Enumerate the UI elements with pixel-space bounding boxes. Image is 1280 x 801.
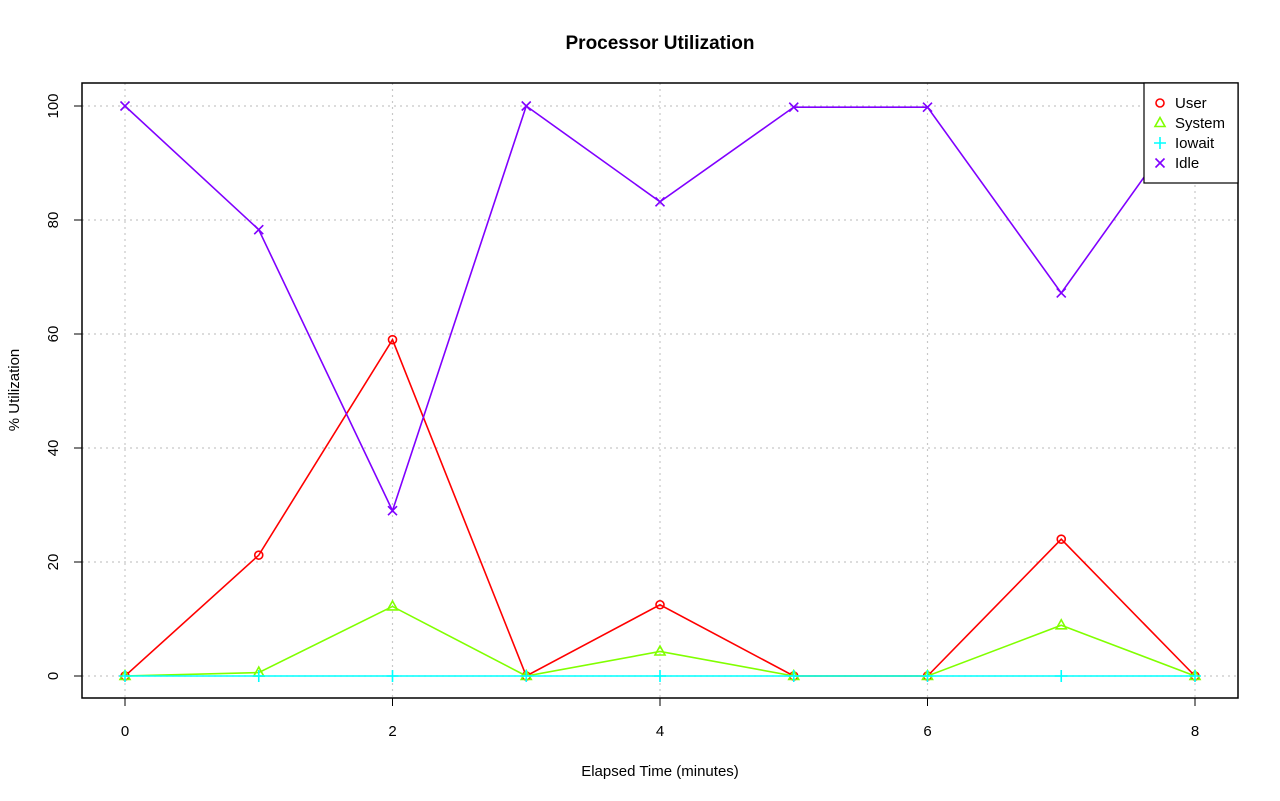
y-tick-label: 0 xyxy=(45,672,62,680)
system-data-point xyxy=(386,599,399,611)
y-tick-label: 100 xyxy=(45,93,62,118)
legend-label: Idle xyxy=(1175,155,1199,172)
y-tick-label: 60 xyxy=(45,326,62,343)
iowait-data-point xyxy=(1189,670,1201,682)
user-data-point xyxy=(1056,534,1067,545)
iowait-data-point xyxy=(119,670,131,682)
series-iowait xyxy=(119,670,1201,682)
x-axis-label: Elapsed Time (minutes) xyxy=(581,763,739,780)
legend: User System Iowait Idle xyxy=(1143,82,1239,184)
x-tick-label: 0 xyxy=(121,723,129,740)
y-tick-label: 20 xyxy=(45,554,62,571)
user-legend-marker xyxy=(1155,98,1165,108)
system-legend-marker xyxy=(1153,115,1167,128)
user-data-point xyxy=(655,599,665,610)
x-tick-label: 8 xyxy=(1191,723,1199,740)
x-tick-label: 6 xyxy=(923,723,931,740)
iowait-data-point xyxy=(1055,670,1068,682)
user-data-point xyxy=(253,550,264,560)
idle-legend-marker xyxy=(1154,157,1166,169)
idle-data-point xyxy=(922,102,933,113)
iowait-data-point xyxy=(520,670,533,682)
system-series-line xyxy=(124,605,1196,677)
legend-item-system: System xyxy=(1153,115,1225,132)
grid xyxy=(82,83,1238,698)
idle-data-point xyxy=(1056,287,1067,299)
iowait-data-point xyxy=(252,670,265,682)
x-axis: 0 2 4 6 8 xyxy=(121,697,1199,740)
x-tick-label: 2 xyxy=(388,723,396,740)
y-tick-label: 80 xyxy=(45,212,62,229)
legend-label: Iowait xyxy=(1175,135,1215,152)
user-series-line xyxy=(124,337,1196,678)
legend-item-idle: Idle xyxy=(1154,155,1199,172)
x-tick-label: 4 xyxy=(656,723,664,740)
idle-data-point xyxy=(654,196,666,207)
y-tick-label: 40 xyxy=(45,440,62,457)
iowait-data-point xyxy=(921,670,934,682)
series-user xyxy=(120,334,1200,681)
y-axis: 0 20 40 60 80 100 xyxy=(45,93,83,680)
idle-data-point xyxy=(521,100,532,112)
series-layer xyxy=(118,100,1202,682)
series-idle xyxy=(119,100,1201,516)
legend-label: System xyxy=(1175,115,1225,132)
iowait-legend-marker xyxy=(1154,137,1166,149)
iowait-data-point xyxy=(386,670,399,682)
iowait-data-point xyxy=(787,670,800,682)
legend-label: User xyxy=(1175,95,1207,112)
idle-data-point xyxy=(788,102,799,113)
user-data-point xyxy=(387,334,398,345)
iowait-data-point xyxy=(654,670,666,682)
idle-data-point xyxy=(253,224,264,235)
system-data-point xyxy=(1054,618,1068,630)
system-data-point xyxy=(653,644,667,656)
idle-data-point xyxy=(119,100,131,112)
y-axis-label: % Utilization xyxy=(6,349,23,432)
legend-item-user: User xyxy=(1155,95,1207,112)
chart-title: Processor Utilization xyxy=(566,33,755,54)
idle-data-point xyxy=(387,505,398,516)
legend-item-iowait: Iowait xyxy=(1154,135,1215,152)
